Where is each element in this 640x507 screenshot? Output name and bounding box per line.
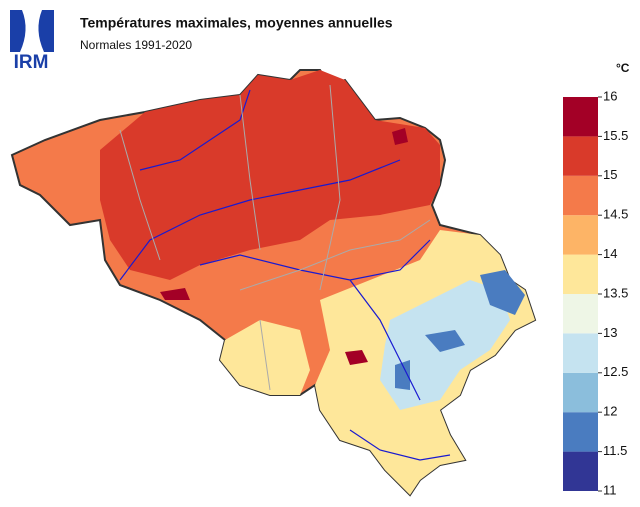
- rivers: [119, 89, 451, 461]
- subtitle: Normales 1991-2020: [80, 38, 192, 52]
- colorbar-band: [563, 333, 598, 373]
- colorbar-band: [563, 97, 598, 137]
- tick-label: 13.5: [603, 285, 628, 300]
- colorbar-band: [563, 136, 598, 176]
- colorbar: 11 11.5 12 12.5 13 13.5 14 14.5 15 15.5 16: [563, 88, 628, 497]
- colorbar-band: [563, 451, 598, 491]
- tick-label: 12.5: [603, 364, 628, 379]
- tick-label: 14: [603, 246, 617, 261]
- tick-label: 15: [603, 167, 617, 182]
- logo: IRM: [10, 10, 54, 73]
- tick-label: 15.5: [603, 128, 628, 143]
- tick-label: 16: [603, 88, 617, 103]
- colorbar-band: [563, 254, 598, 294]
- legend-unit: °C: [616, 61, 630, 75]
- tick-label: 11: [603, 482, 617, 497]
- region-warm: [100, 70, 440, 280]
- borders: [119, 84, 431, 391]
- tick-label: 12: [603, 404, 617, 419]
- title: Températures maximales, moyennes annuell…: [80, 15, 393, 31]
- region-coldest: [395, 270, 525, 390]
- logo-text: IRM: [14, 52, 49, 73]
- colorbar-band: [563, 215, 598, 255]
- tick-label: 14.5: [603, 207, 628, 222]
- colorbar-band: [563, 175, 598, 216]
- colorbar-band: [563, 372, 598, 413]
- colorbar-band: [563, 412, 598, 452]
- colorbar-band: [563, 294, 598, 334]
- tick-label: 13: [603, 325, 617, 340]
- map: [10, 69, 537, 497]
- tick-label: 11.5: [603, 443, 627, 458]
